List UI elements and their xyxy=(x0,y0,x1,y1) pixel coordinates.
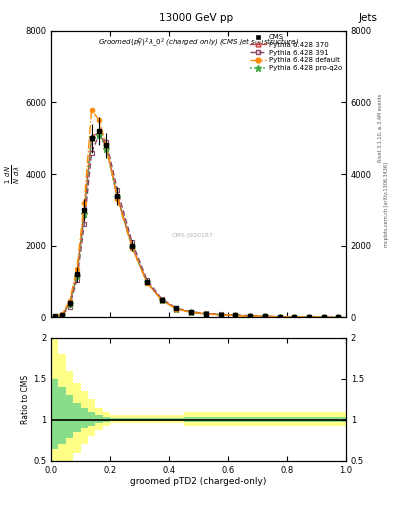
Text: mcplots.cern.ch [arXiv:1306.3436]: mcplots.cern.ch [arXiv:1306.3436] xyxy=(384,162,389,247)
Text: 13000 GeV pp: 13000 GeV pp xyxy=(160,13,233,23)
Text: CMS-J920187: CMS-J920187 xyxy=(172,233,213,238)
Y-axis label: Ratio to CMS: Ratio to CMS xyxy=(21,375,30,424)
Text: Rivet 3.1.10, ≥ 3.4M events: Rivet 3.1.10, ≥ 3.4M events xyxy=(378,94,383,162)
Legend: CMS, Pythia 6.428 370, Pythia 6.428 391, Pythia 6.428 default, Pythia 6.428 pro-: CMS, Pythia 6.428 370, Pythia 6.428 391,… xyxy=(249,33,344,73)
Text: Groomed$(p_T^D)^2\lambda\_0^2$ (charged only) (CMS jet substructure): Groomed$(p_T^D)^2\lambda\_0^2$ (charged … xyxy=(98,36,299,50)
X-axis label: groomed pTD2 (charged-only): groomed pTD2 (charged-only) xyxy=(130,477,267,486)
Y-axis label: $\frac{1}{N}\,\frac{dN}{d\lambda}$: $\frac{1}{N}\,\frac{dN}{d\lambda}$ xyxy=(4,164,22,184)
Text: Jets: Jets xyxy=(358,13,377,23)
